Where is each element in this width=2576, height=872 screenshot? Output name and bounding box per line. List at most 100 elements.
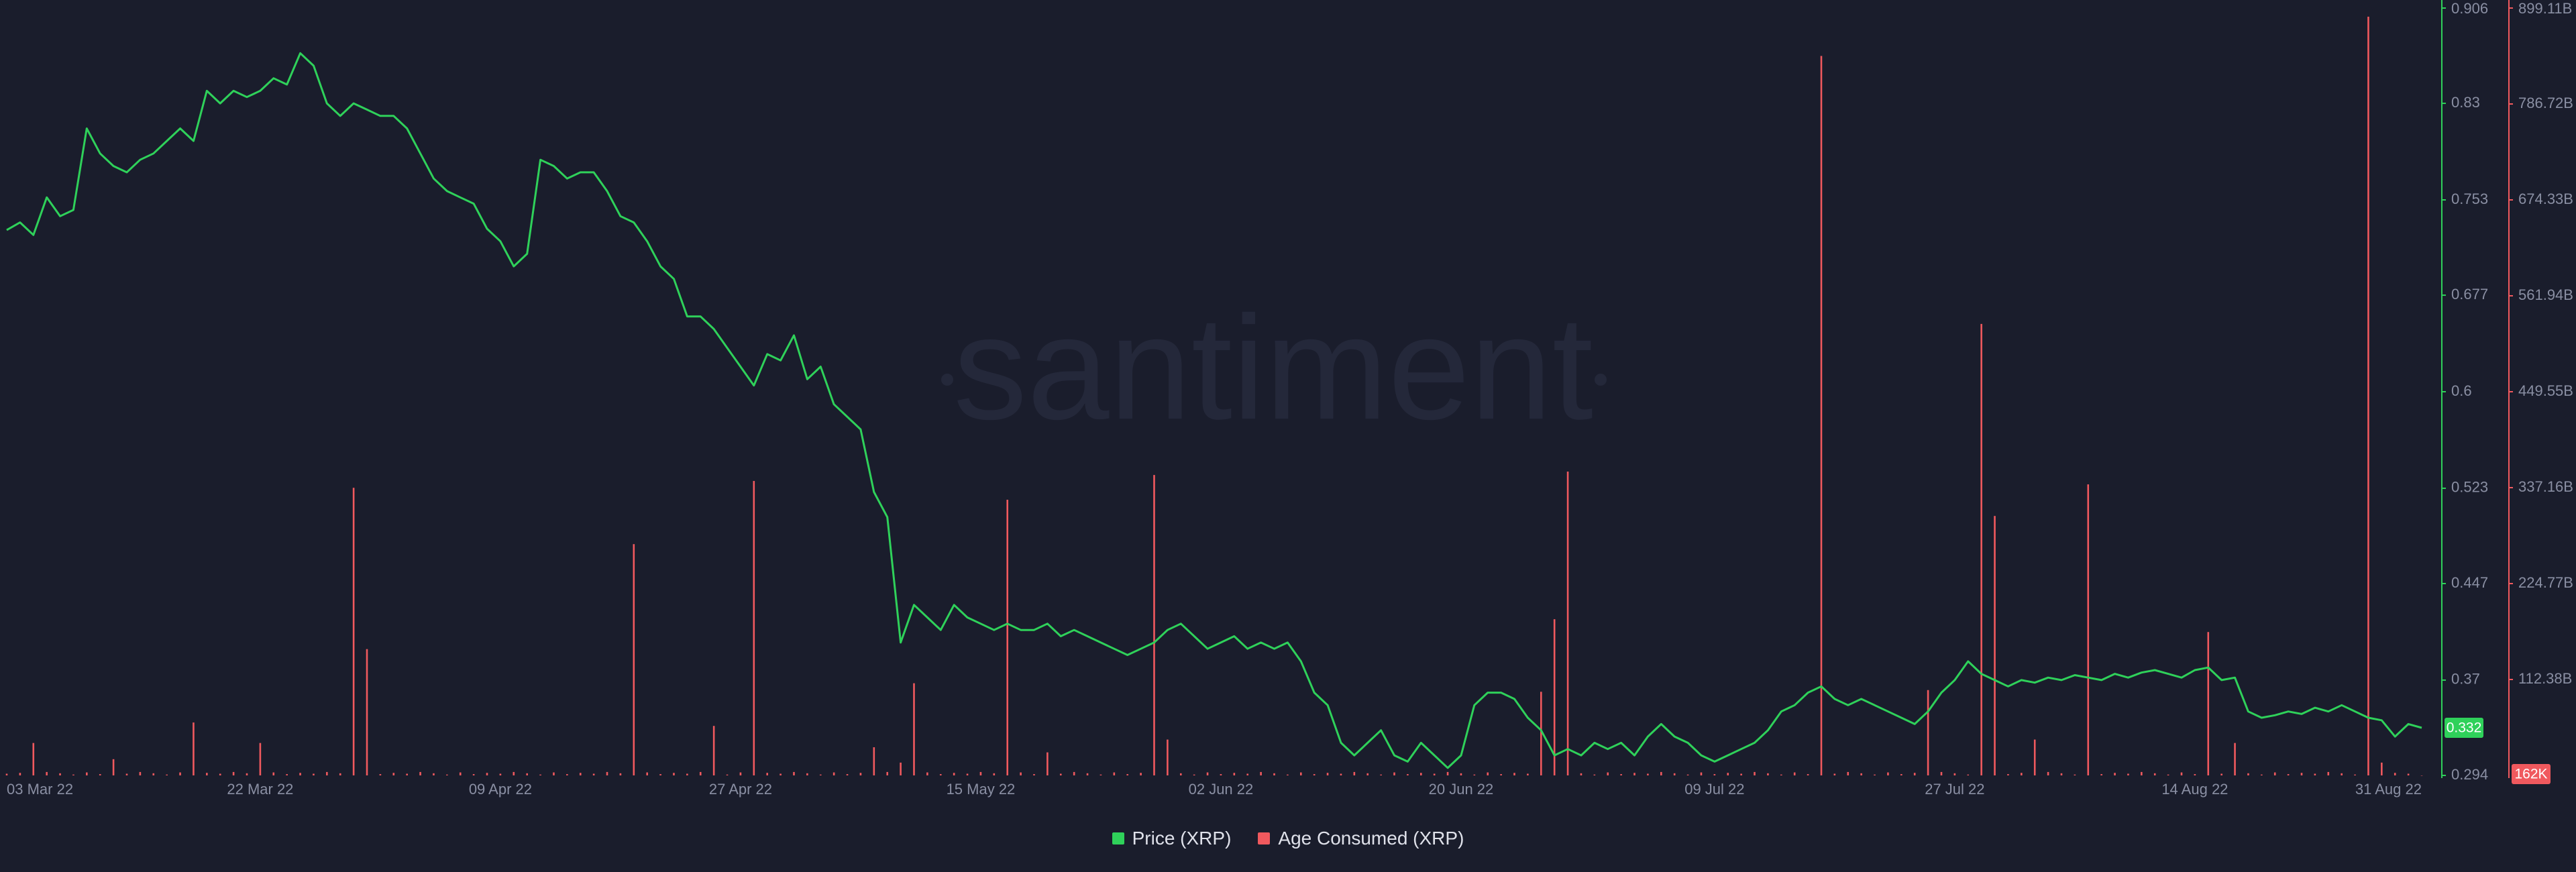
x-tick-label: 27 Apr 22 [709, 781, 772, 798]
legend-item[interactable]: Price (XRP) [1112, 828, 1232, 849]
bar [1553, 619, 1556, 775]
bar [1460, 773, 1462, 775]
bar [1700, 772, 1703, 775]
bar [2381, 762, 2383, 775]
bar [1246, 773, 1249, 775]
bar [2060, 773, 2063, 775]
bar [2021, 773, 2023, 775]
bar [152, 773, 155, 775]
bar [1340, 773, 1342, 775]
x-tick-label: 20 Jun 22 [1429, 781, 1494, 798]
bar [2247, 773, 2249, 775]
bar [5, 773, 8, 775]
legend-item[interactable]: Age Consumed (XRP) [1258, 828, 1464, 849]
bar [846, 774, 849, 775]
bar [2394, 773, 2396, 775]
bar [1033, 774, 1035, 775]
bar [926, 772, 928, 775]
bar [1566, 472, 1569, 775]
bar [633, 544, 635, 775]
legend-swatch [1258, 832, 1271, 844]
bar [1927, 690, 1929, 775]
legend-label: Price (XRP) [1132, 828, 1232, 849]
bar [1179, 773, 1182, 775]
bar [1847, 771, 1849, 775]
bar [125, 773, 128, 775]
bar [1647, 773, 1649, 775]
bar [259, 743, 262, 775]
bar [1620, 774, 1622, 775]
y-tick-label: 0.523 [2451, 479, 2488, 496]
bar [1607, 772, 1609, 775]
bar [19, 773, 21, 775]
y-tick-label: 0.677 [2451, 286, 2488, 303]
legend: Price (XRP) Age Consumed (XRP) [0, 822, 2576, 855]
bar [1994, 516, 1996, 775]
bar [2127, 773, 2129, 775]
bar [1887, 772, 1889, 775]
watermark-dot [941, 374, 953, 386]
bar [900, 762, 902, 775]
x-tick-label: 15 May 22 [947, 781, 1016, 798]
bar [313, 773, 315, 775]
bar [499, 773, 502, 775]
bar [1140, 773, 1142, 775]
bar [1313, 774, 1316, 775]
bar [299, 773, 301, 775]
bar [939, 774, 942, 775]
bar [99, 774, 101, 775]
bar [112, 759, 115, 775]
bar [379, 774, 382, 775]
bar [1820, 56, 1823, 775]
bar [913, 683, 915, 775]
bar [1020, 772, 1022, 775]
bar [1740, 773, 1742, 775]
y2-tick-label: 561.94B [2518, 286, 2573, 303]
bar [673, 773, 675, 775]
bar [1419, 773, 1422, 775]
bar [392, 773, 395, 775]
bar [206, 773, 208, 775]
bar [486, 773, 488, 775]
bar [1407, 774, 1409, 775]
bar [699, 771, 702, 775]
bar [993, 773, 996, 775]
y-tick-label: 0.753 [2451, 190, 2488, 207]
x-tick-label: 31 Aug 22 [2355, 781, 2422, 798]
bar [1833, 773, 1836, 775]
bar [1326, 773, 1329, 775]
bar [619, 773, 622, 775]
bar [1153, 475, 1155, 775]
price-line [6, 52, 2422, 769]
bar [1353, 771, 1356, 775]
bar [2114, 773, 2116, 775]
bar [1793, 772, 1796, 775]
bar [2087, 484, 2090, 775]
bar [579, 773, 582, 775]
bar [2047, 771, 2049, 775]
bar [2220, 773, 2222, 775]
y-tick-label: 0.294 [2451, 766, 2488, 783]
bar [1767, 773, 1769, 775]
bar [1086, 773, 1089, 775]
bar [32, 743, 35, 775]
bar [1500, 774, 1502, 775]
bar [339, 773, 341, 775]
bar [953, 773, 955, 775]
bar [2141, 771, 2143, 775]
bar [753, 481, 755, 775]
x-tick-label: 09 Apr 22 [469, 781, 532, 798]
bar [2273, 772, 2276, 775]
bar [1980, 323, 1982, 775]
bar [139, 771, 142, 775]
bar [859, 773, 862, 775]
bar [739, 772, 742, 775]
x-tick-label: 09 Jul 22 [1684, 781, 1744, 798]
bar [2234, 743, 2236, 775]
bar [1167, 739, 1169, 775]
bar [873, 747, 875, 775]
bar [193, 722, 195, 775]
y-tick-label: 0.447 [2451, 574, 2488, 591]
bar [59, 773, 61, 775]
bar [179, 772, 181, 775]
